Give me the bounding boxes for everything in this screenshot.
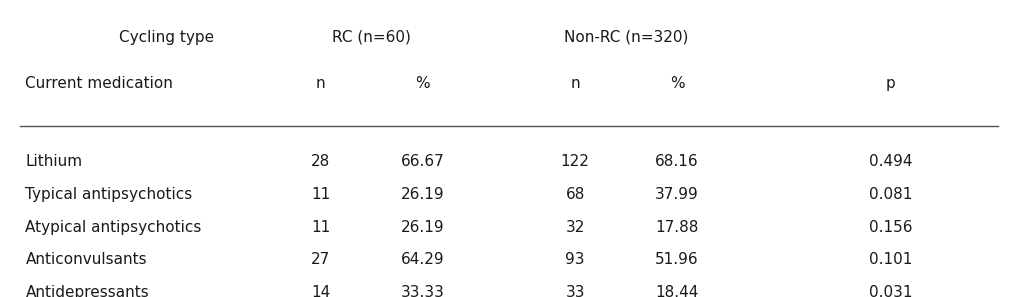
Text: 32: 32: [565, 220, 585, 235]
Text: 11: 11: [312, 220, 330, 235]
Text: 33.33: 33.33: [400, 285, 445, 297]
Text: Cycling type: Cycling type: [119, 30, 214, 45]
Text: 122: 122: [561, 154, 589, 169]
Text: 51.96: 51.96: [656, 252, 698, 267]
Text: Antidepressants: Antidepressants: [25, 285, 150, 297]
Text: p: p: [886, 76, 896, 91]
Text: 0.156: 0.156: [869, 220, 912, 235]
Text: RC (n=60): RC (n=60): [332, 30, 411, 45]
Text: Lithium: Lithium: [25, 154, 82, 169]
Text: 18.44: 18.44: [656, 285, 698, 297]
Text: %: %: [670, 76, 684, 91]
Text: 28: 28: [312, 154, 330, 169]
Text: %: %: [415, 76, 430, 91]
Text: 0.081: 0.081: [869, 187, 912, 202]
Text: 93: 93: [565, 252, 585, 267]
Text: n: n: [316, 76, 326, 91]
Text: 37.99: 37.99: [656, 187, 698, 202]
Text: 66.67: 66.67: [401, 154, 444, 169]
Text: 27: 27: [312, 252, 330, 267]
Text: Non-RC (n=320): Non-RC (n=320): [564, 30, 688, 45]
Text: Typical antipsychotics: Typical antipsychotics: [25, 187, 192, 202]
Text: 11: 11: [312, 187, 330, 202]
Text: 26.19: 26.19: [401, 220, 444, 235]
Text: Current medication: Current medication: [25, 76, 173, 91]
Text: 26.19: 26.19: [401, 187, 444, 202]
Text: 68: 68: [565, 187, 585, 202]
Text: 0.031: 0.031: [869, 285, 912, 297]
Text: 64.29: 64.29: [401, 252, 444, 267]
Text: 17.88: 17.88: [656, 220, 698, 235]
Text: n: n: [570, 76, 580, 91]
Text: Anticonvulsants: Anticonvulsants: [25, 252, 147, 267]
Text: 68.16: 68.16: [656, 154, 698, 169]
Text: Atypical antipsychotics: Atypical antipsychotics: [25, 220, 202, 235]
Text: 0.494: 0.494: [869, 154, 912, 169]
Text: 0.101: 0.101: [869, 252, 912, 267]
Text: 14: 14: [312, 285, 330, 297]
Text: 33: 33: [565, 285, 585, 297]
